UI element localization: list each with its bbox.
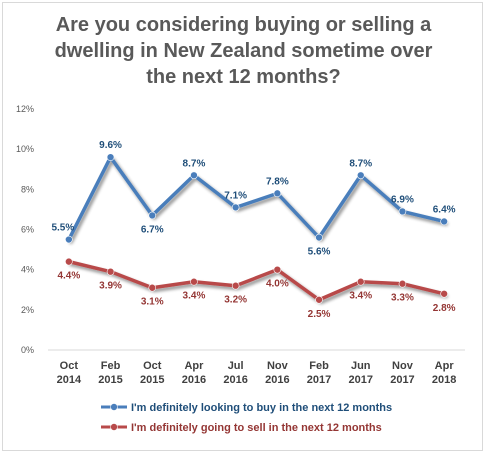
chart-title-line-3: the next 12 months? (146, 66, 341, 88)
data-point (356, 171, 365, 180)
data-label: 3.9% (99, 281, 122, 292)
chart-title-line-1: Are you considering buying or selling a (55, 14, 432, 36)
y-tick-label: 0% (21, 345, 34, 355)
chart-title-line-2: dwelling in New Zealand sometime over (54, 40, 433, 62)
data-label: 7.8% (266, 176, 289, 187)
x-tick-label: Jun 2017 (349, 360, 373, 386)
y-tick-label: 8% (21, 184, 34, 194)
legend: I'm definitely looking to buy in the nex… (101, 402, 392, 434)
y-tick-label: 10% (16, 144, 34, 154)
data-point (190, 171, 198, 180)
chart-frame (2, 2, 483, 451)
data-label: 3.1% (141, 297, 164, 308)
x-tick-label: Oct 2014 (57, 360, 82, 386)
data-label: 8.7% (183, 158, 206, 169)
series-2: 4.4% 3.9% 3.1% 3.4% 3.2% 4.0% 2.5% 3.4% 3.3% 2.8% (57, 257, 456, 320)
legend-item-1: I'm definitely looking to buy in the nex… (101, 402, 392, 414)
data-label: 7.1% (224, 190, 247, 201)
data-point (231, 281, 240, 290)
data-point (315, 295, 323, 304)
data-point (315, 233, 323, 242)
data-point (148, 211, 157, 220)
x-tick-label: Nov 2016 (265, 360, 289, 386)
data-point (106, 153, 115, 161)
data-label: 3.3% (391, 293, 414, 304)
data-label: 8.7% (349, 158, 372, 169)
data-point (356, 277, 365, 286)
data-label: 6.9% (391, 194, 414, 205)
data-point (231, 203, 240, 212)
data-point (190, 277, 198, 286)
x-tick-label: Feb 2015 (98, 360, 122, 386)
data-point (273, 265, 282, 274)
data-point (65, 235, 73, 244)
data-point (440, 289, 448, 298)
series-line (67, 259, 446, 302)
x-tick-label: Apr 2016 (182, 360, 206, 386)
data-point (148, 283, 157, 292)
data-label: 3.2% (224, 295, 247, 306)
data-label: 2.8% (433, 303, 456, 314)
data-point (398, 207, 407, 216)
data-label: 2.5% (308, 309, 331, 320)
legend-item-2: I'm definitely going to sell in the next… (101, 422, 382, 434)
data-label: 6.7% (141, 224, 164, 235)
x-tick-label: Oct 2015 (140, 360, 164, 386)
y-tick-label: 4% (21, 265, 34, 275)
data-point (273, 189, 282, 198)
data-label: 3.4% (349, 291, 372, 302)
data-point (106, 267, 115, 276)
x-axis: Oct 2014 Feb 2015 Oct 2015 Apr 2016 Jul 2016 Nov 20… (48, 349, 465, 386)
legend-marker (110, 403, 118, 411)
data-label: 3.4% (183, 291, 206, 302)
x-tick-label: Feb 2017 (307, 360, 331, 386)
data-point (440, 217, 448, 226)
series-line (67, 155, 446, 242)
y-axis: 0% 2% 4% 6% 8% 10% 12% (16, 104, 34, 355)
legend-label: I'm definitely going to sell in the next… (131, 422, 382, 434)
y-tick-label: 2% (21, 305, 34, 315)
y-tick-label: 6% (21, 225, 34, 235)
data-point (65, 257, 73, 266)
data-label: 5.6% (308, 247, 331, 258)
data-label: 5.5% (51, 223, 74, 234)
series-1: 5.5% 9.6% 6.7% 8.7% 7.1% 7.8% 5.6% 8.7% 6.9% 6.4% (51, 140, 455, 257)
x-tick-label: Jul 2016 (223, 360, 247, 386)
x-tick-label: Nov 2017 (390, 360, 414, 386)
legend-marker (110, 423, 118, 431)
data-point (398, 279, 407, 288)
data-label: 6.4% (433, 204, 456, 215)
data-label: 4.4% (57, 271, 80, 282)
legend-label: I'm definitely looking to buy in the nex… (131, 402, 392, 414)
y-tick-label: 12% (16, 104, 34, 114)
chart-title: Are you considering buying or selling a … (0, 12, 487, 90)
x-tick-label: Apr 2018 (432, 360, 456, 386)
data-label: 4.0% (266, 279, 289, 290)
series-layer: 5.5% 9.6% 6.7% 8.7% 7.1% 7.8% 5.6% 8.7% 6.9% 6.4%… (51, 140, 455, 320)
data-label: 9.6% (99, 140, 122, 151)
